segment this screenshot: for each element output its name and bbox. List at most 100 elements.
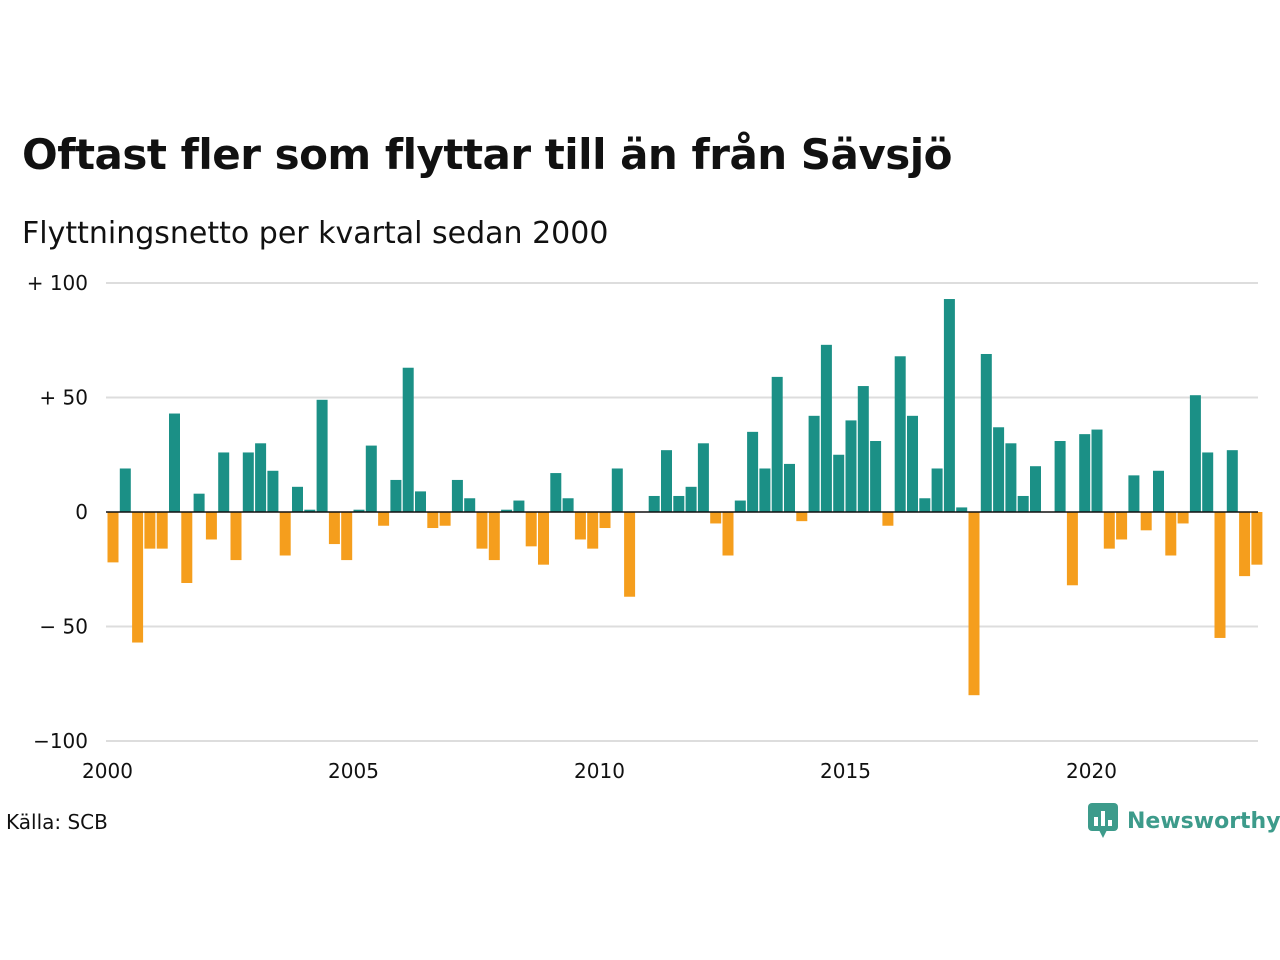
bar-2019K4 [1079, 434, 1091, 512]
bar-2006K1 [402, 367, 414, 512]
bar-2015K1 [845, 420, 857, 512]
chart-title: Oftast fler som flyttar till än från Säv… [22, 130, 953, 179]
y-tick-label: −100 [33, 729, 88, 753]
bar-chart: + 100 + 50 0 − 50 −100 2000 2005 2010 2015 2020 [27, 271, 1263, 783]
bar-2023K1 [1239, 512, 1251, 577]
bar-2003K1 [255, 443, 267, 512]
bar-2017K2 [956, 507, 968, 512]
bar-2023K2 [1251, 512, 1263, 565]
bar-2009K4 [587, 512, 599, 549]
bar-2020K2 [1103, 512, 1115, 549]
source-note: Källa: SCB [6, 810, 108, 834]
bar-2004K4 [341, 512, 353, 561]
bar-2004K2 [316, 399, 328, 512]
bar-2014K1 [796, 512, 808, 522]
bar-2015K3 [870, 441, 882, 512]
bar-2009K1 [550, 473, 562, 512]
bar-2016K1 [894, 356, 906, 512]
x-tick-label: 2015 [820, 759, 871, 783]
bar-2013K2 [759, 468, 771, 512]
axes: + 100 + 50 0 − 50 −100 2000 2005 2010 2015 2020 [27, 271, 1258, 783]
x-tick-label: 2010 [574, 759, 625, 783]
bar-2008K4 [538, 512, 549, 565]
x-tick-label: 2020 [1066, 759, 1117, 783]
bar-2003K4 [292, 486, 303, 512]
bar-2005K1 [353, 509, 365, 512]
bar-2017K4 [980, 353, 992, 512]
bar-2018K1 [993, 427, 1005, 512]
bar-2002K1 [205, 512, 217, 540]
bar-2011K2 [661, 450, 672, 512]
bar-2013K1 [747, 431, 759, 512]
bar-2002K2 [218, 452, 230, 512]
y-tick-label: − 50 [39, 615, 88, 639]
bar-2007K4 [488, 512, 500, 561]
newsworthy-chart-bubble-icon [1088, 803, 1118, 838]
bar-2012K1 [697, 443, 709, 512]
bar-2011K4 [685, 486, 697, 512]
bar-2007K3 [476, 512, 488, 549]
bar-2021K3 [1165, 512, 1177, 556]
bar-2010K2 [611, 468, 623, 512]
y-tick-label: + 50 [39, 386, 88, 410]
bar-2000K3 [132, 512, 144, 643]
bar-2016K3 [919, 498, 931, 512]
bar-2012K4 [734, 500, 746, 512]
bar-2021K2 [1153, 470, 1164, 512]
bar-2004K1 [304, 509, 316, 512]
gridlines [106, 282, 1258, 742]
newsworthy-logo: Newsworthy [1088, 803, 1280, 839]
bar-2017K3 [968, 512, 980, 696]
bars [107, 299, 1263, 696]
bar-2008K3 [525, 512, 537, 547]
bar-2020K4 [1128, 475, 1140, 512]
x-tick-label: 2000 [82, 759, 133, 783]
bar-2010K1 [599, 512, 611, 529]
y-tick-label: 0 [75, 500, 88, 524]
bar-2005K2 [365, 445, 377, 512]
bar-2021K4 [1177, 512, 1189, 524]
bar-2011K1 [648, 495, 660, 512]
bar-2016K4 [931, 468, 943, 512]
bar-2018K4 [1030, 466, 1041, 512]
bar-2013K4 [784, 463, 795, 512]
bar-2009K3 [574, 512, 586, 540]
bar-2014K4 [833, 454, 845, 512]
bar-2018K3 [1017, 495, 1029, 512]
bar-2012K2 [710, 512, 722, 524]
bar-2015K2 [857, 386, 869, 512]
bar-2003K3 [279, 512, 291, 556]
bar-2013K3 [771, 376, 783, 512]
bar-2003K2 [267, 470, 279, 512]
bar-2005K3 [378, 512, 390, 526]
bar-2012K3 [722, 512, 734, 556]
bar-2021K1 [1140, 512, 1152, 531]
bar-2002K3 [230, 512, 242, 561]
bar-2007K1 [451, 479, 463, 512]
bar-2006K2 [415, 491, 426, 512]
bar-2018K2 [1005, 443, 1017, 512]
bar-2014K2 [808, 415, 820, 512]
bar-2001K2 [169, 413, 180, 512]
bar-2011K3 [673, 495, 685, 512]
bar-2006K4 [439, 512, 451, 526]
newsworthy-logo-text: Newsworthy [1127, 808, 1280, 834]
bar-2010K3 [624, 512, 636, 597]
bar-2006K3 [427, 512, 439, 529]
bar-2016K2 [907, 415, 918, 512]
chart-subtitle: Flyttningsnetto per kvartal sedan 2000 [22, 216, 609, 251]
bar-2000K4 [144, 512, 156, 549]
y-tick-label: + 100 [27, 271, 88, 295]
bar-2020K1 [1091, 429, 1103, 512]
bar-2014K3 [820, 344, 832, 512]
bar-2022K3 [1214, 512, 1226, 638]
bar-2017K1 [943, 299, 955, 512]
bar-2007K2 [464, 498, 476, 512]
bar-2000K2 [119, 468, 131, 512]
bar-2001K3 [181, 512, 193, 583]
bar-2008K2 [513, 500, 525, 512]
bar-2002K4 [242, 452, 254, 512]
bar-2009K2 [562, 498, 574, 512]
bar-2008K1 [501, 509, 513, 512]
bar-2022K2 [1202, 452, 1214, 512]
